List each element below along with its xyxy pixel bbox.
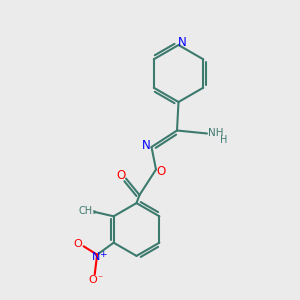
Text: +: + bbox=[99, 250, 106, 259]
Text: O: O bbox=[88, 274, 97, 285]
Text: NH: NH bbox=[208, 128, 223, 138]
Text: O: O bbox=[157, 165, 166, 178]
Text: N: N bbox=[142, 139, 151, 152]
Text: ⁻: ⁻ bbox=[97, 274, 102, 285]
Text: N: N bbox=[92, 252, 100, 262]
Text: CH₃: CH₃ bbox=[79, 206, 97, 216]
Text: H: H bbox=[220, 135, 227, 145]
Text: O: O bbox=[116, 169, 125, 182]
Text: N: N bbox=[178, 36, 187, 49]
Text: O: O bbox=[74, 239, 82, 249]
